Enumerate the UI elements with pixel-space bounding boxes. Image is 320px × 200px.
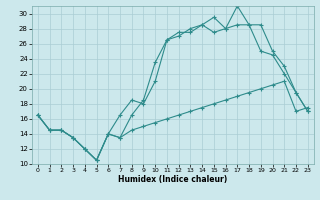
X-axis label: Humidex (Indice chaleur): Humidex (Indice chaleur) [118, 175, 228, 184]
